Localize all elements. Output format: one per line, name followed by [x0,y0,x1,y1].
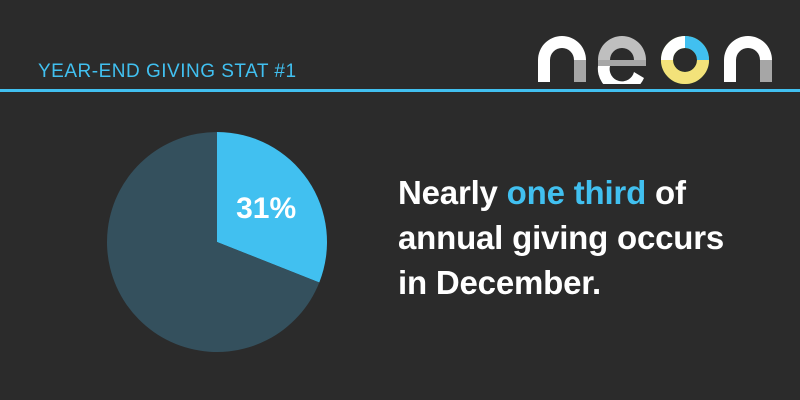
headline-accent: one third [506,174,647,211]
headline-line-2: annual giving occurs [398,219,725,256]
headline-line-1-end: of [646,174,686,211]
pie-slice-2 [106,132,320,352]
pie-slice-1 [217,132,327,283]
pie-chart: 31% [105,130,329,359]
headline-line-1-start: Nearly [398,174,507,211]
headline-line-3: in December. [398,264,602,301]
headline-line-1: Nearly one third of [398,170,778,215]
pie-slice-label: 31% [236,192,296,225]
headline-text: Nearly one third of annual giving occurs… [398,170,778,305]
header-divider [0,89,800,92]
neon-logo [536,32,776,93]
header-title: YEAR-END GIVING STAT #1 [38,61,297,82]
